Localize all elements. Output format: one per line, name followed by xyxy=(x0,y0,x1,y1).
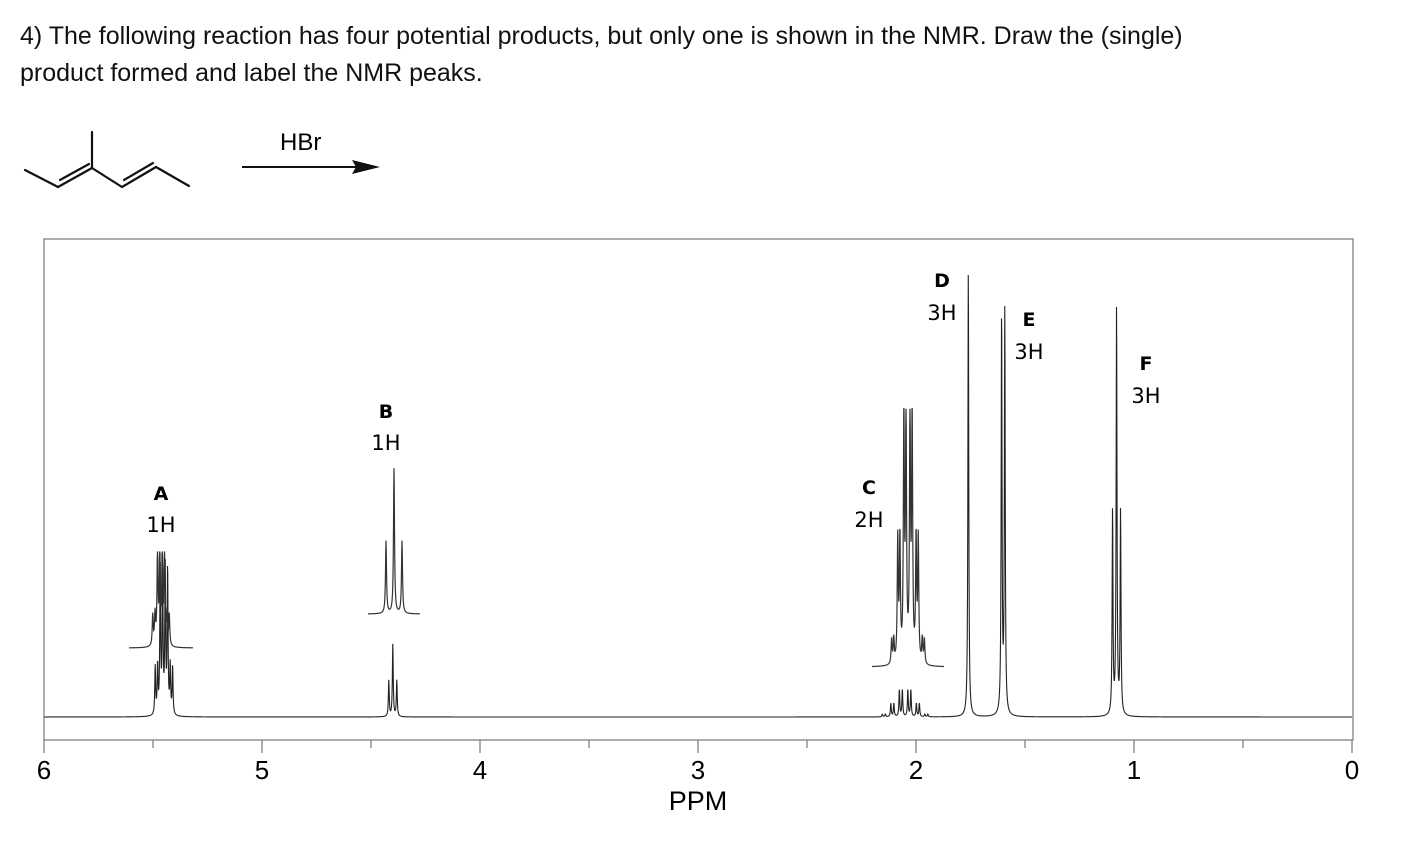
tick-label-5: 5 xyxy=(255,755,269,785)
peak-a-integration: 1H xyxy=(146,513,175,537)
x-axis-ticks xyxy=(43,740,1353,753)
peak-c-letter: C xyxy=(862,477,876,499)
bond-c2-c3-second xyxy=(58,162,91,182)
inset-expansion-a xyxy=(128,551,194,649)
peak-e-integration: 3H xyxy=(1014,340,1043,364)
spectrum-frame xyxy=(43,238,1354,741)
inset-expansion-b xyxy=(368,468,420,615)
question-text: 4) The following reaction has four poten… xyxy=(20,18,1400,92)
tick-label-0: 0 xyxy=(1345,755,1359,785)
peak-f-letter: F xyxy=(1140,353,1153,375)
peak-f-integration: 3H xyxy=(1131,384,1160,408)
inset-expansion-c xyxy=(872,408,944,668)
reactant-structure xyxy=(23,130,191,189)
peak-b-integration: 1H xyxy=(371,431,400,455)
bond-c2-c3-double xyxy=(56,166,94,189)
tick-label-4: 4 xyxy=(473,755,487,785)
question-line-2: product formed and label the NMR peaks. xyxy=(20,59,483,87)
reagent-label: HBr xyxy=(280,129,321,156)
tick-label-6: 6 xyxy=(37,755,51,785)
tick-label-1: 1 xyxy=(1127,755,1141,785)
peak-b-letter: B xyxy=(379,401,393,423)
bond-c3-c4 xyxy=(90,166,124,189)
question-line-1: 4) The following reaction has four poten… xyxy=(20,22,1183,50)
bond-c1-c2 xyxy=(23,168,60,189)
peak-a-letter: A xyxy=(154,483,169,505)
reaction-arrow xyxy=(242,160,380,174)
peak-d-letter: D xyxy=(934,270,950,292)
bond-c4-c5-double xyxy=(120,165,158,189)
tick-label-2: 2 xyxy=(909,755,923,785)
spectrum-trace xyxy=(44,275,1352,718)
bond-c5-c6 xyxy=(154,165,191,188)
peak-e-letter: E xyxy=(1023,309,1036,331)
arrow-head xyxy=(352,160,380,174)
peak-d-integration: 3H xyxy=(927,301,956,325)
tick-label-3: 3 xyxy=(691,755,705,785)
bond-c4-c5-second xyxy=(122,161,155,182)
x-axis-title: PPM xyxy=(669,786,728,816)
peak-c-integration: 2H xyxy=(854,508,883,532)
